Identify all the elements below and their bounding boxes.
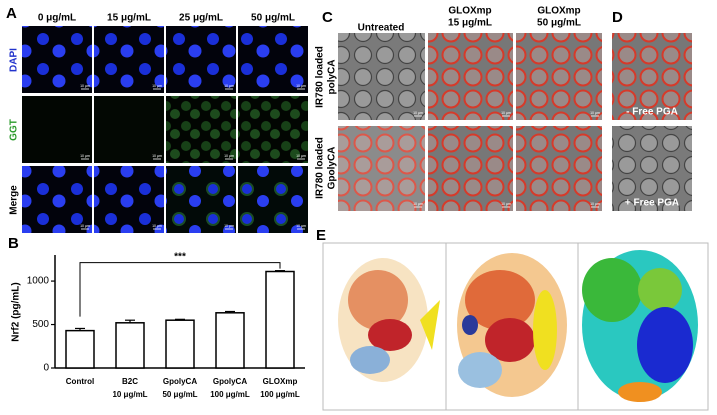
bar	[215, 312, 245, 369]
row-label: IR780 loaded	[315, 137, 326, 199]
scale-label: 10 μm	[296, 224, 306, 228]
column-header: Untreated	[358, 23, 405, 34]
y-axis-label: Nrf2 (pg/mL)	[11, 282, 22, 341]
image-label: + Free PGA	[625, 198, 679, 209]
panel-letter: D	[612, 9, 623, 26]
row-label: Merge	[9, 185, 20, 215]
scale-label: 10 μm	[296, 84, 306, 88]
scale-label: 10 μm	[224, 224, 234, 228]
row-label: DAPI	[9, 48, 20, 72]
scale-label: 10 μm	[296, 154, 306, 158]
x-tick-label: Control	[66, 377, 94, 386]
scale-label: 10 μm	[80, 84, 90, 88]
scale-label: 10 μm	[501, 111, 511, 115]
bar	[265, 270, 295, 369]
panel-letter: C	[322, 9, 333, 26]
scale-label: 10 μm	[80, 154, 90, 158]
scale-label: 10 μm	[590, 202, 600, 206]
bar-chart: 0 500 1000 Control B2C 10 μg/mL GpolyCA 50 μg/m…	[27, 251, 305, 399]
row-label: IR780 loaded	[315, 46, 326, 108]
significance-bracket	[79, 262, 281, 317]
scale-label: 10 μm	[80, 224, 90, 228]
y-tick-label: 0	[43, 363, 49, 374]
panel-c-images	[338, 33, 602, 211]
x-tick-label: 10 μg/mL	[112, 390, 147, 399]
image-label: - Free PGA	[626, 107, 678, 118]
panel-letter: A	[6, 5, 17, 22]
column-header: 0 μg/mL	[38, 13, 76, 24]
bar	[65, 329, 95, 369]
x-tick-label: GpolyCA	[213, 377, 247, 386]
x-tick-label: 100 μg/mL	[260, 390, 300, 399]
x-tick-label: B2C	[122, 377, 138, 386]
column-header: GLOXmp	[537, 6, 580, 17]
scale-label: 10 μm	[224, 84, 234, 88]
y-tick-label: 1000	[27, 276, 50, 287]
image	[612, 126, 692, 211]
x-tick-label: 50 μg/mL	[162, 390, 197, 399]
panel-letter: B	[8, 235, 19, 252]
scale-label: 10 μm	[152, 154, 162, 158]
column-header: 15 μg/mL	[448, 18, 492, 29]
y-tick-label: 500	[32, 319, 49, 330]
annotation: ***	[174, 251, 186, 262]
x-tick-label: GLOXmp	[263, 377, 298, 386]
scale-label: 10 μm	[501, 202, 511, 206]
scale-label: 10 μm	[152, 84, 162, 88]
column-header: 15 μg/mL	[107, 13, 151, 24]
scale-bars: 10 μm 10 μm 10 μm 10 μm 10 μm 10 μm	[413, 111, 600, 208]
scale-bars: 10 μm 10 μm 10 μm 10 μm 10 μm 10 μm 10 μm 10 μm…	[80, 84, 306, 230]
x-tick-label: 100 μg/mL	[210, 390, 250, 399]
panel-a-images	[22, 26, 308, 233]
row-label: GpolyCA	[327, 147, 338, 190]
column-header: GLOXmp	[448, 6, 491, 17]
bar	[115, 322, 145, 369]
column-header: 50 μg/mL	[251, 13, 295, 24]
panel-letter: E	[316, 227, 326, 244]
image	[612, 33, 692, 120]
scale-label: 10 μm	[152, 224, 162, 228]
column-header: 25 μg/mL	[179, 13, 223, 24]
scale-label: 10 μm	[413, 111, 423, 115]
row-label: GGT	[9, 119, 20, 141]
bar	[165, 319, 195, 369]
panel-e-structures	[322, 242, 709, 411]
column-header: 50 μg/mL	[537, 18, 581, 29]
scale-label: 10 μm	[590, 111, 600, 115]
row-label: polyCA	[327, 60, 338, 95]
x-tick-label: GpolyCA	[163, 377, 197, 386]
scale-label: 10 μm	[224, 154, 234, 158]
scale-label: 10 μm	[413, 202, 423, 206]
